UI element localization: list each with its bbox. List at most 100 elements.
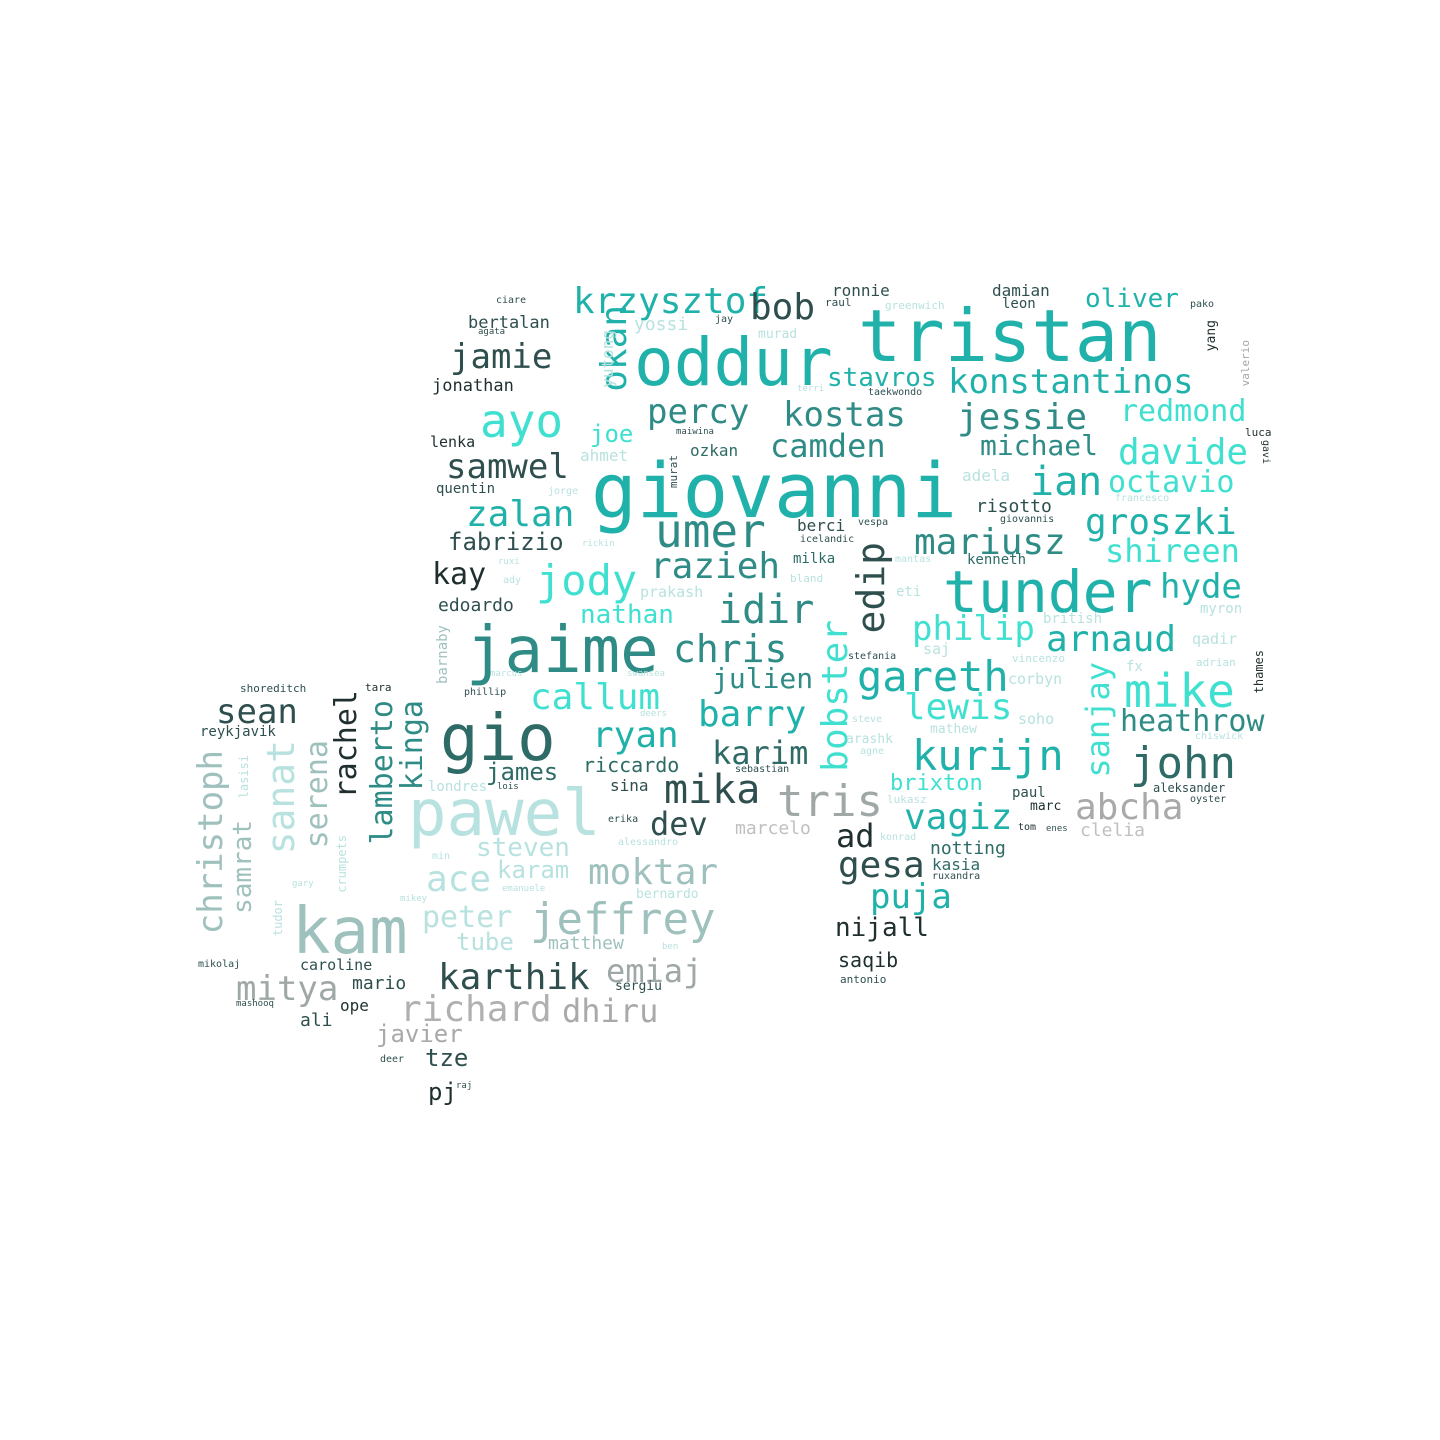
word: tunder [943, 558, 1153, 626]
word: ad [836, 817, 875, 855]
word: rachel [329, 690, 364, 799]
word: octavio [1108, 465, 1235, 500]
word: james [486, 758, 559, 786]
word: mashooq [236, 999, 274, 1009]
word: terri [797, 384, 825, 394]
word: tristan [858, 294, 1162, 378]
word: jody [536, 556, 638, 605]
word: ryan [592, 715, 679, 756]
word: davide [1118, 432, 1249, 473]
word: steven [476, 833, 570, 863]
word: pj [428, 1078, 457, 1106]
word: mariusz [914, 522, 1066, 563]
word: corbyn [1008, 670, 1063, 688]
word: camden [770, 427, 886, 465]
word: alessandro [618, 837, 679, 848]
word: yossi [634, 314, 689, 335]
word: ayo [480, 394, 564, 448]
word: oliver [1085, 284, 1179, 314]
word: deer [380, 1054, 405, 1065]
word: chiswick [1195, 731, 1244, 742]
word: clelia [1080, 820, 1146, 841]
word: tudor [271, 900, 285, 937]
word: murat [667, 455, 680, 489]
word: puja [870, 877, 952, 917]
word: john [1130, 738, 1236, 789]
word: yutong [598, 330, 617, 388]
word: adela [962, 466, 1011, 485]
word: erika [608, 814, 639, 825]
word: gio [440, 702, 556, 776]
word: richard [400, 989, 552, 1030]
word: philip [912, 609, 1035, 649]
word: greenwich [885, 299, 945, 312]
word: arashk [846, 732, 893, 747]
word: prakash [640, 583, 704, 601]
word: krzysztof [573, 281, 769, 322]
word: mantas [895, 554, 932, 565]
word: stavros [827, 363, 937, 393]
word: konrad [880, 832, 917, 843]
word: mikolaj [198, 959, 241, 970]
word: dev [650, 805, 708, 843]
word: sergiu [615, 979, 662, 994]
word: lenka [430, 433, 476, 451]
word: groszki [1085, 502, 1237, 543]
word: kay [432, 557, 487, 592]
word: matthew [548, 933, 624, 954]
word: sanjay [1079, 662, 1117, 778]
word: taekwondo [868, 387, 923, 398]
word: milka [793, 551, 836, 567]
word: londres [428, 779, 488, 795]
word: jeffrey [530, 894, 716, 945]
word: moktar [588, 852, 719, 893]
word: crumpets [335, 835, 349, 893]
word: adrian [1196, 656, 1236, 669]
word: kurijn [912, 731, 1064, 780]
word: francesco [1115, 493, 1170, 504]
word: min [432, 851, 451, 862]
word: pako [1190, 299, 1215, 310]
word: ozkan [690, 441, 739, 460]
word: lukasz [887, 793, 927, 806]
word: saqib [838, 948, 899, 972]
word: jaime [466, 614, 659, 688]
word: deers [640, 709, 668, 719]
word: jorge [548, 486, 579, 497]
word: bernardo [636, 887, 699, 902]
word: ope [340, 996, 369, 1015]
word: enes [1046, 824, 1068, 834]
word: joe [590, 420, 634, 448]
word: konstantinos [948, 362, 1194, 402]
word: ali [300, 1010, 333, 1031]
word: heathrow [1120, 704, 1265, 739]
word: lois [497, 782, 519, 792]
word: idir [718, 587, 815, 633]
word: notting [930, 838, 1006, 859]
word: soho [1018, 710, 1055, 728]
word: tze [425, 1044, 469, 1072]
word: mitya [236, 969, 339, 1009]
word: mike [1124, 664, 1235, 718]
word: rickin [582, 539, 615, 549]
word: kam [292, 895, 408, 969]
word: vespa [858, 517, 889, 528]
word: thames [1252, 650, 1266, 694]
word: raj [456, 1081, 473, 1091]
word: paul [1012, 785, 1046, 801]
word: ady [503, 575, 522, 586]
word: edip [849, 542, 893, 634]
word: bertalan [468, 313, 550, 333]
word: bob [750, 287, 816, 328]
word: jay [715, 314, 734, 325]
word: michael [980, 429, 1099, 462]
word: reykjavik [200, 724, 276, 740]
word: tara [365, 681, 392, 694]
word: risotto [976, 496, 1052, 517]
word: emiaj [606, 952, 703, 990]
word: leon [1002, 296, 1036, 312]
word: ronnie [832, 281, 890, 300]
word: sina [610, 776, 649, 795]
word: ben [662, 942, 679, 952]
